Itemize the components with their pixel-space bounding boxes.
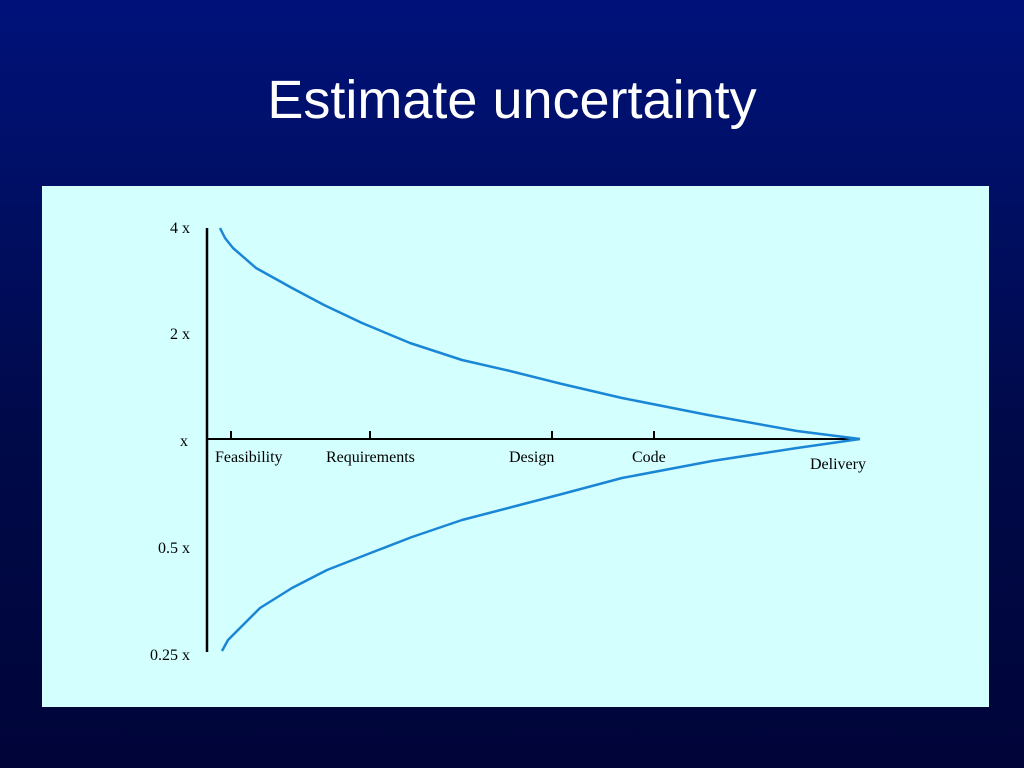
y-label-quarter-x: 0.25 x [150, 647, 190, 664]
phase-label-code: Code [632, 449, 666, 466]
y-label-x: x [180, 433, 188, 450]
y-label-2x: 2 x [170, 326, 190, 343]
phase-label-requirements: Requirements [326, 449, 415, 466]
diagram-panel: 4 x 2 x x 0.5 x 0.25 x Feasibility Requi… [42, 186, 989, 707]
phase-label-design: Design [509, 449, 554, 466]
upper-uncertainty-curve [218, 227, 861, 441]
y-label-half-x: 0.5 x [158, 540, 190, 557]
phase-label-feasibility: Feasibility [215, 449, 283, 466]
uncertainty-diagram: 4 x 2 x x 0.5 x 0.25 x Feasibility Requi… [150, 220, 866, 664]
phase-label-delivery: Delivery [810, 456, 866, 473]
slide-title: Estimate uncertainty [267, 70, 757, 130]
y-label-4x: 4 x [170, 220, 190, 237]
lower-uncertainty-curve [220, 437, 861, 652]
